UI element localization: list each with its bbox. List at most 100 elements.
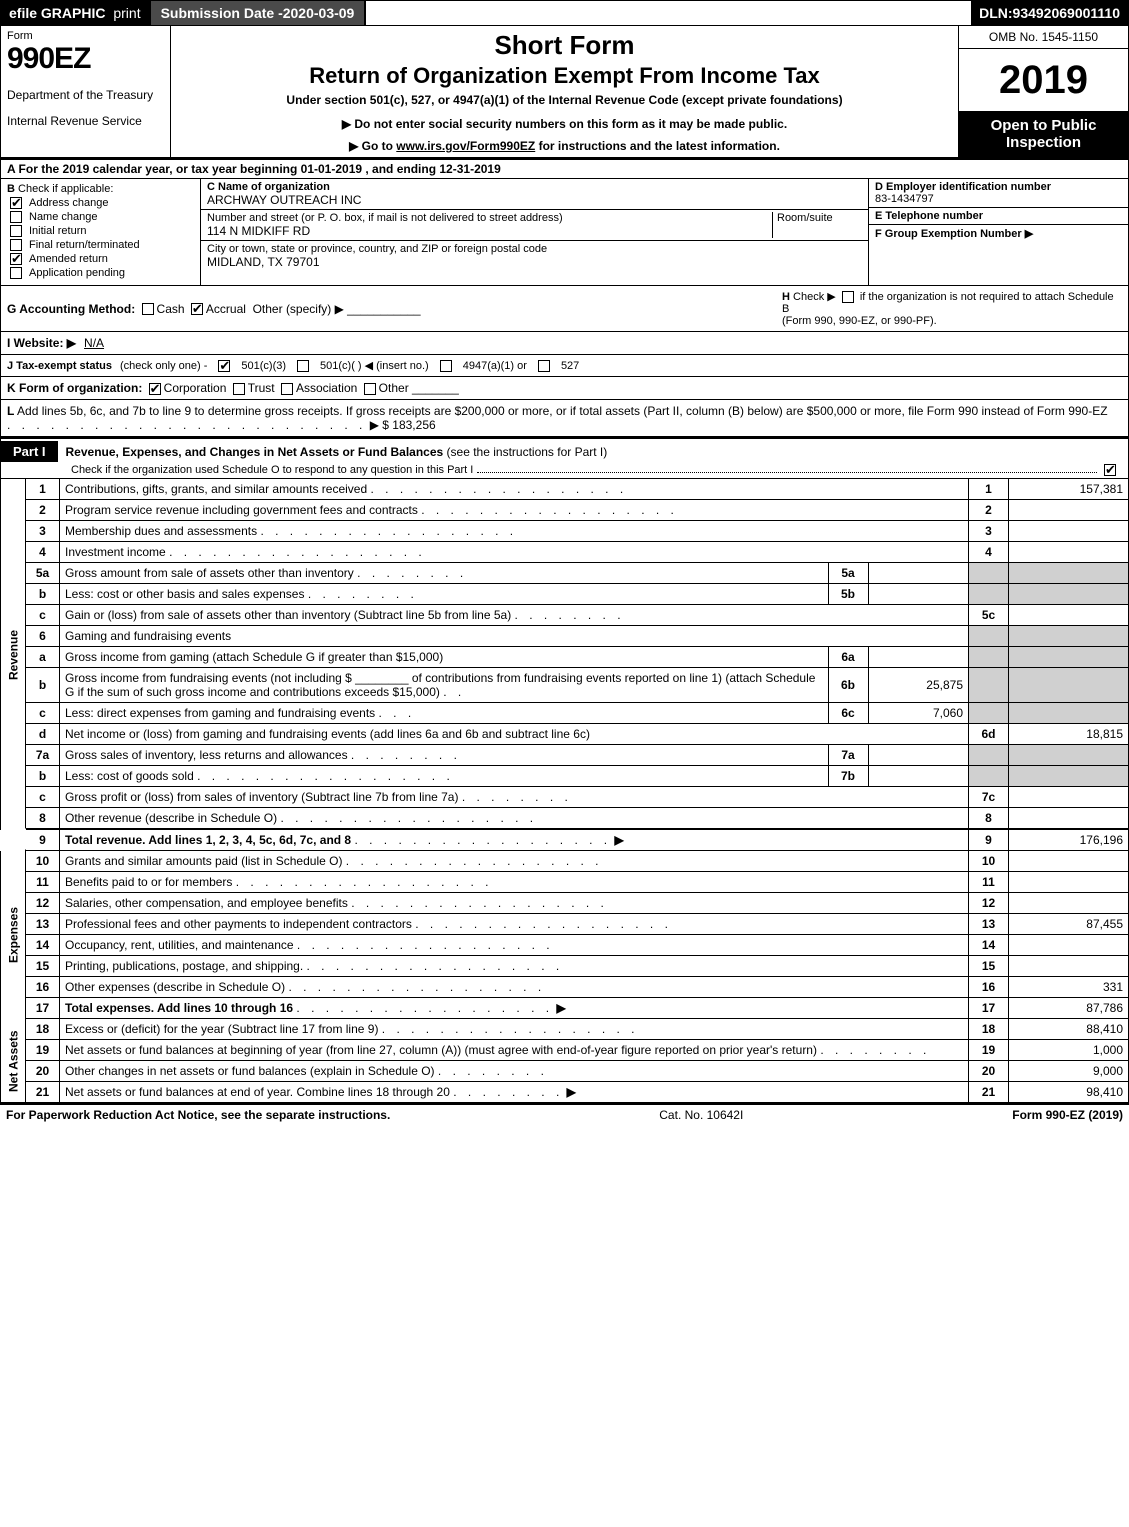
chk-other-org[interactable] (364, 383, 376, 395)
checkbox-icon (10, 197, 22, 209)
footer-catno: Cat. No. 10642I (390, 1108, 1012, 1122)
dln-value: 93492069001110 (1013, 5, 1120, 21)
inner-box: 6a (828, 647, 868, 667)
header-center: Short Form Return of Organization Exempt… (171, 26, 958, 157)
header-right: OMB No. 1545-1150 2019 Open to Public In… (958, 26, 1128, 157)
chk-trust[interactable] (233, 383, 245, 395)
chk-final-return[interactable]: Final return/terminated (7, 239, 194, 251)
line-box: 3 (969, 521, 1009, 542)
b-check-if: Check if applicable: (18, 183, 113, 195)
line-g-h: G Accounting Method: Cash Accrual Other … (0, 286, 1129, 332)
line-box: 13 (969, 914, 1009, 935)
chk-initial-return[interactable]: Initial return (7, 225, 194, 237)
l-label: L (7, 404, 14, 418)
footer-form-no: 990-EZ (1046, 1108, 1085, 1122)
arrow-icon: ▶ (556, 1001, 565, 1015)
line-amt (1009, 542, 1129, 563)
row-7b: b Less: cost of goods sold . . . . . . .… (1, 766, 1129, 787)
chk-h[interactable] (842, 291, 854, 303)
gray-box (969, 766, 1009, 787)
chk-corp[interactable] (149, 383, 161, 395)
line-amt: 87,455 (1009, 914, 1129, 935)
goto-post: for instructions and the latest informat… (539, 139, 780, 153)
print-link[interactable]: print (113, 5, 140, 21)
amended-label: Amended return (29, 253, 108, 265)
chk-501c[interactable] (297, 360, 309, 372)
return-title: Return of Organization Exempt From Incom… (179, 63, 950, 89)
chk-schedule-o[interactable] (1104, 464, 1116, 476)
footer-form-pre: Form (1012, 1108, 1045, 1122)
dln-label: DLN: (979, 5, 1012, 21)
chk-cash[interactable] (142, 303, 154, 315)
row-13: 13 Professional fees and other payments … (1, 914, 1129, 935)
chk-527[interactable] (538, 360, 550, 372)
line-num: 20 (26, 1061, 60, 1082)
chk-501c3[interactable] (218, 360, 230, 372)
line-amt (1009, 605, 1129, 626)
line-desc: Gross income from fundraising events (no… (60, 668, 969, 703)
gray-amt (1009, 584, 1129, 605)
line-desc: Membership dues and assessments . . . . … (60, 521, 969, 542)
line-amt: 98,410 (1009, 1082, 1129, 1103)
section-b: B Check if applicable: Address change Na… (1, 179, 201, 285)
inner-amt: 7,060 (868, 703, 968, 723)
footer-right: Form 990-EZ (2019) (1012, 1108, 1123, 1122)
line-num: 12 (26, 893, 60, 914)
line-desc: Other expenses (describe in Schedule O) … (60, 977, 969, 998)
efile-label: efile GRAPHIC print (1, 1, 149, 25)
row-6d: d Net income or (loss) from gaming and f… (1, 724, 1129, 745)
subdate-value: 2020-03-09 (283, 5, 355, 21)
line-amt: 331 (1009, 977, 1129, 998)
chk-assoc[interactable] (281, 383, 293, 395)
s527-label: 527 (561, 360, 579, 372)
line-desc: Grants and similar amounts paid (list in… (60, 851, 969, 872)
org-name: ARCHWAY OUTREACH INC (207, 193, 862, 207)
revenue-sidelabel: Revenue (1, 479, 26, 829)
row-21: 21 Net assets or fund balances at end of… (1, 1082, 1129, 1103)
room-suite-label: Room/suite (772, 212, 862, 238)
row-1: Revenue 1 Contributions, gifts, grants, … (1, 479, 1129, 500)
row-8: 8 Other revenue (describe in Schedule O)… (1, 808, 1129, 830)
chk-accrual[interactable] (191, 303, 203, 315)
gray-box (969, 668, 1009, 703)
line-desc: Gross income from gaming (attach Schedul… (60, 647, 969, 668)
line-amt: 88,410 (1009, 1019, 1129, 1040)
line-desc: Total revenue. Add lines 1, 2, 3, 4, 5c,… (60, 829, 969, 851)
part-1-header: Part I Revenue, Expenses, and Changes in… (0, 437, 1129, 479)
dots: . . . . . . . . . . . . . . . . . . . . … (7, 418, 366, 432)
chk-amended[interactable]: Amended return (7, 253, 194, 265)
line-num: 14 (26, 935, 60, 956)
gray-box (969, 703, 1009, 724)
line-num: 10 (26, 851, 60, 872)
other-label: Other (specify) ▶ (253, 302, 344, 316)
chk-app-pending[interactable]: Application pending (7, 267, 194, 279)
dots: . . . . . . . . . . . . . . . . . . (307, 959, 564, 973)
chk-address-change[interactable]: Address change (7, 197, 194, 209)
chk-4947[interactable] (440, 360, 452, 372)
inner-box: 5a (828, 563, 868, 583)
spacer (1, 829, 26, 851)
checkbox-icon (10, 253, 22, 265)
b-label: B (7, 183, 15, 195)
gray-box (969, 626, 1009, 647)
l-amount: ▶ $ 183,256 (370, 418, 436, 432)
chk-name-change[interactable]: Name change (7, 211, 194, 223)
street-label: Number and street (or P. O. box, if mail… (207, 212, 772, 224)
line-num: 9 (26, 829, 60, 851)
city-row: City or town, state or province, country… (201, 241, 868, 271)
line-desc: Gross sales of inventory, less returns a… (60, 745, 969, 766)
line-num: 1 (26, 479, 60, 500)
line-desc: Investment income . . . . . . . . . . . … (60, 542, 969, 563)
line-desc: Contributions, gifts, grants, and simila… (60, 479, 969, 500)
dots: . . . (379, 706, 416, 720)
line-num: 4 (26, 542, 60, 563)
dots: . . . . . . . . (438, 1064, 548, 1078)
org-name-label: C Name of organization (207, 181, 862, 193)
goto-link[interactable]: www.irs.gov/Form990EZ (396, 139, 535, 153)
inner-amt (868, 766, 968, 786)
form-label: Form (7, 30, 164, 42)
line-j: J Tax-exempt status (check only one) - 5… (0, 355, 1129, 377)
dots: . . . . . . . . . . . . . . . . . . (370, 482, 627, 496)
gray-box (969, 745, 1009, 766)
gray-box (969, 584, 1009, 605)
